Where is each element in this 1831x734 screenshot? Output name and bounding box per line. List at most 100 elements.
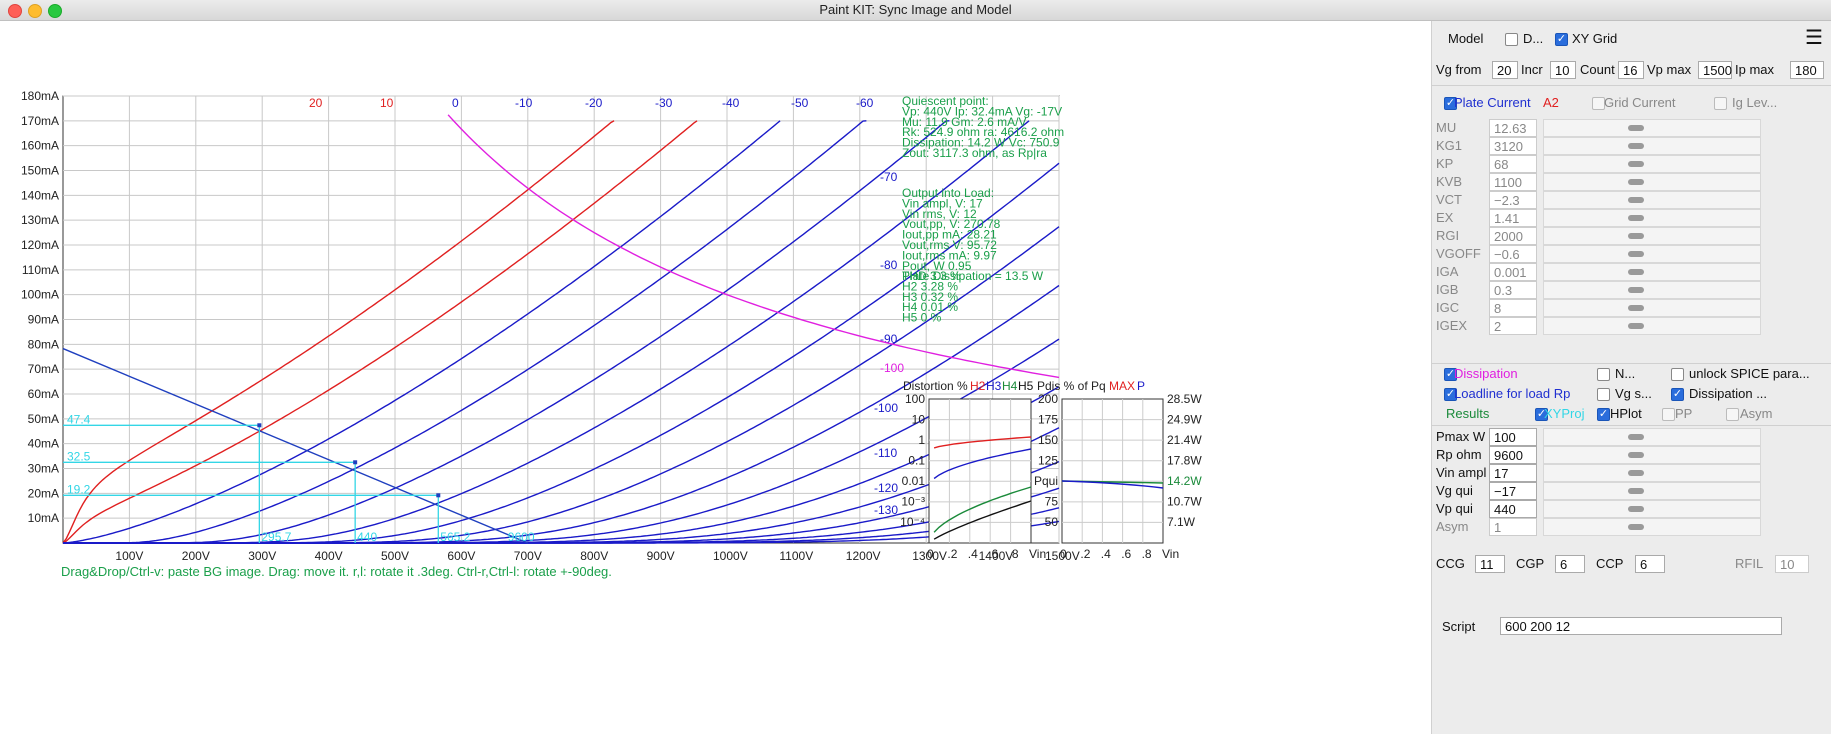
param-slider[interactable] bbox=[1543, 299, 1761, 317]
slider-knob[interactable] bbox=[1628, 287, 1644, 293]
info-line: THD 3.3 % bbox=[902, 269, 961, 283]
slider-knob[interactable] bbox=[1628, 488, 1644, 494]
vg-s-checkbox[interactable] bbox=[1597, 388, 1610, 401]
param-value-input[interactable]: 68 bbox=[1489, 155, 1537, 173]
dissipation-checkbox[interactable]: ✓ bbox=[1444, 368, 1457, 381]
param-value-input[interactable]: 8 bbox=[1489, 299, 1537, 317]
slider-knob[interactable] bbox=[1628, 269, 1644, 275]
plate-current-checkbox[interactable]: ✓ bbox=[1444, 97, 1457, 110]
op-slider[interactable] bbox=[1543, 518, 1761, 536]
param-slider[interactable] bbox=[1543, 317, 1761, 335]
param-value-input[interactable]: 2 bbox=[1489, 317, 1537, 335]
slider-knob[interactable] bbox=[1628, 179, 1644, 185]
param-value-input[interactable]: −2.3 bbox=[1489, 191, 1537, 209]
y-tick-label: 140mA bbox=[21, 188, 59, 202]
slider-knob[interactable] bbox=[1628, 434, 1644, 440]
slider-knob[interactable] bbox=[1628, 506, 1644, 512]
param-slider[interactable] bbox=[1543, 191, 1761, 209]
param-label: MU bbox=[1436, 120, 1457, 135]
op-slider[interactable] bbox=[1543, 464, 1761, 482]
slider-knob[interactable] bbox=[1628, 143, 1644, 149]
slider-knob[interactable] bbox=[1628, 215, 1644, 221]
h4-curve bbox=[933, 486, 1032, 533]
menu-icon[interactable]: ☰ bbox=[1805, 27, 1823, 49]
d-checkbox[interactable] bbox=[1505, 33, 1518, 46]
x-tick-label: 1000V bbox=[713, 549, 748, 563]
param-value-input[interactable]: 1.41 bbox=[1489, 209, 1537, 227]
param-value-input[interactable]: 0.001 bbox=[1489, 263, 1537, 281]
vg-from-input[interactable]: 20 bbox=[1492, 61, 1518, 79]
op-value-input[interactable]: 17 bbox=[1489, 464, 1537, 482]
slider-knob[interactable] bbox=[1628, 470, 1644, 476]
incr-input[interactable]: 10 bbox=[1550, 61, 1576, 79]
slider-knob[interactable] bbox=[1628, 125, 1644, 131]
loadline-label: Loadline for load Rp bbox=[1454, 386, 1571, 401]
ig-lev-checkbox[interactable] bbox=[1714, 97, 1727, 110]
zoom-window-button[interactable] bbox=[48, 4, 62, 18]
ccp-input[interactable]: 6 bbox=[1635, 555, 1665, 573]
minimize-window-button[interactable] bbox=[28, 4, 42, 18]
param-value-input[interactable]: 12.63 bbox=[1489, 119, 1537, 137]
pdis-title: Pdis % of Pq bbox=[1037, 379, 1106, 393]
hplot-checkbox[interactable]: ✓ bbox=[1597, 408, 1610, 421]
info-line: Plate Dissipation = 13.5 W bbox=[902, 269, 1044, 283]
unlock-spice-checkbox[interactable] bbox=[1671, 368, 1684, 381]
param-value-input[interactable]: 2000 bbox=[1489, 227, 1537, 245]
plate-characteristic-canvas[interactable]: 100V 200V 300V 400V 500V 600V 700V 800V 900V 1000… bbox=[0, 21, 1430, 734]
script-input[interactable]: 600 200 12 bbox=[1500, 617, 1782, 635]
vp-max-input[interactable]: 1500 bbox=[1698, 61, 1732, 79]
param-value-input[interactable]: −0.6 bbox=[1489, 245, 1537, 263]
param-slider[interactable] bbox=[1543, 227, 1761, 245]
slider-knob[interactable] bbox=[1628, 524, 1644, 530]
count-label: Count bbox=[1580, 62, 1615, 77]
param-slider[interactable] bbox=[1543, 119, 1761, 137]
slider-knob[interactable] bbox=[1628, 233, 1644, 239]
xy-grid-checkbox[interactable]: ✓ bbox=[1555, 33, 1568, 46]
ccg-input[interactable]: 11 bbox=[1475, 555, 1505, 573]
param-label: KG1 bbox=[1436, 138, 1463, 153]
op-slider[interactable] bbox=[1543, 428, 1761, 446]
y-tick-label: 40mA bbox=[28, 437, 59, 451]
rfil-input[interactable]: 10 bbox=[1775, 555, 1809, 573]
op-value-input[interactable]: 440 bbox=[1489, 500, 1537, 518]
op-slider[interactable] bbox=[1543, 500, 1761, 518]
dissipation2-checkbox[interactable]: ✓ bbox=[1671, 388, 1684, 401]
pp-checkbox[interactable] bbox=[1662, 408, 1675, 421]
y-tick-label: 125 bbox=[1038, 454, 1058, 468]
param-value-input[interactable]: 1100 bbox=[1489, 173, 1537, 191]
op-value-input[interactable]: 100 bbox=[1489, 428, 1537, 446]
param-slider[interactable] bbox=[1543, 137, 1761, 155]
n-checkbox[interactable] bbox=[1597, 368, 1610, 381]
op-slider[interactable] bbox=[1543, 446, 1761, 464]
op-slider[interactable] bbox=[1543, 482, 1761, 500]
op-value-input[interactable]: 9600 bbox=[1489, 446, 1537, 464]
param-slider[interactable] bbox=[1543, 263, 1761, 281]
curve-label: -120 bbox=[874, 481, 898, 495]
slider-knob[interactable] bbox=[1628, 161, 1644, 167]
param-slider[interactable] bbox=[1543, 209, 1761, 227]
grid-current-checkbox[interactable] bbox=[1592, 97, 1605, 110]
param-value-input[interactable]: 0.3 bbox=[1489, 281, 1537, 299]
param-value-input[interactable]: 3120 bbox=[1489, 137, 1537, 155]
hplot-label: HPlot bbox=[1610, 406, 1642, 421]
slider-knob[interactable] bbox=[1628, 452, 1644, 458]
close-window-button[interactable] bbox=[8, 4, 22, 18]
op-value-input[interactable]: 1 bbox=[1489, 518, 1537, 536]
xyproj-checkbox[interactable]: ✓ bbox=[1535, 408, 1548, 421]
slider-knob[interactable] bbox=[1628, 197, 1644, 203]
asym-checkbox[interactable] bbox=[1726, 408, 1739, 421]
cgp-input[interactable]: 6 bbox=[1555, 555, 1585, 573]
param-slider[interactable] bbox=[1543, 281, 1761, 299]
param-slider[interactable] bbox=[1543, 173, 1761, 191]
op-value-input[interactable]: −17 bbox=[1489, 482, 1537, 500]
loadline-checkbox[interactable]: ✓ bbox=[1444, 388, 1457, 401]
count-input[interactable]: 16 bbox=[1618, 61, 1644, 79]
slider-knob[interactable] bbox=[1628, 323, 1644, 329]
param-slider[interactable] bbox=[1543, 155, 1761, 173]
ip-max-input[interactable]: 180 bbox=[1790, 61, 1824, 79]
rfil-label: RFIL bbox=[1735, 556, 1764, 571]
param-slider[interactable] bbox=[1543, 245, 1761, 263]
slider-knob[interactable] bbox=[1628, 251, 1644, 257]
slider-knob[interactable] bbox=[1628, 305, 1644, 311]
x-tick-label: 100V bbox=[115, 549, 143, 563]
